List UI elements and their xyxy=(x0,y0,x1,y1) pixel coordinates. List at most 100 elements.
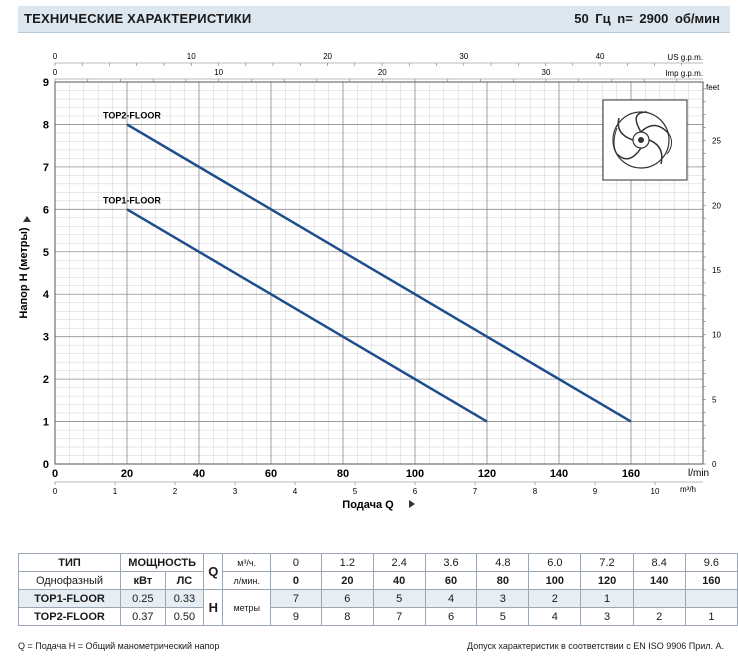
x-tick-label-lmin: 140 xyxy=(550,468,568,480)
q-l-6: 120 xyxy=(580,571,634,590)
q-l-8: 160 xyxy=(684,571,738,590)
hp-label: ЛС xyxy=(164,571,205,590)
h-label: H xyxy=(203,589,224,626)
spec-table: ТИП МОЩНОСТЬ Q м³/ч. 0 1.2 2.4 3.6 4.8 6… xyxy=(17,553,738,626)
row-name: TOP1-FLOOR xyxy=(17,589,122,608)
row-h xyxy=(632,589,686,608)
col-power: МОЩНОСТЬ xyxy=(120,553,205,572)
y-tick-label-feet: 25 xyxy=(712,137,721,146)
x-tick-label-m3h: 1 xyxy=(113,487,118,496)
q-m3-6: 7.2 xyxy=(580,553,634,572)
row-h: 4 xyxy=(528,607,582,626)
y-tick-label: 1 xyxy=(43,417,49,429)
row-name: TOP2-FLOOR xyxy=(17,607,122,626)
footer-legend: Q = Подача H = Общий манометрический нап… xyxy=(18,641,220,651)
h-unit: метры xyxy=(222,589,271,626)
y-tick-label-feet: 15 xyxy=(712,266,721,275)
footer-tolerance: Допуск характеристик в соответствии с EN… xyxy=(467,641,724,651)
series-label-top1-floor: TOP1-FLOOR xyxy=(103,195,161,205)
q-l-0: 0 xyxy=(270,571,322,590)
table-row: TOP2-FLOOR 0.37 0.50 9 8 7 6 5 4 3 2 1 xyxy=(17,607,738,626)
x-tick-label-m3h: 2 xyxy=(173,487,178,496)
chart-grid xyxy=(54,81,704,465)
row-h: 8 xyxy=(320,607,374,626)
row-kw: 0.25 xyxy=(120,589,166,608)
x-tick-label-lmin: 120 xyxy=(478,468,496,480)
x-tick-label-lmin: 20 xyxy=(121,468,133,480)
q-m3-4: 4.8 xyxy=(476,553,530,572)
y-tick-label-feet: 20 xyxy=(712,201,721,210)
kw-label: кВт xyxy=(120,571,166,590)
row-h: 2 xyxy=(528,589,582,608)
x-tick-label-m3h: 7 xyxy=(473,487,478,496)
y-tick-label: 6 xyxy=(43,204,49,216)
y-tick-label: 5 xyxy=(43,247,49,259)
q-m3-3: 3.6 xyxy=(424,553,478,572)
unit-lmin: l/min xyxy=(688,468,709,479)
x-tick-label-m3h: 9 xyxy=(593,487,598,496)
row-h: 3 xyxy=(476,589,530,608)
x-tick-label-impgpm: 20 xyxy=(378,68,387,77)
row-kw: 0.37 xyxy=(120,607,166,626)
speed-spec: 50 Гц n= 2900 об/мин xyxy=(574,11,720,26)
page-title: ТЕХНИЧЕСКИЕ ХАРАКТЕРИСТИКИ xyxy=(24,11,252,26)
impeller-icon xyxy=(602,99,688,181)
plot-frame xyxy=(54,81,704,465)
q-m3-2: 2.4 xyxy=(372,553,426,572)
row-h: 9 xyxy=(270,607,322,626)
x-tick-label-m3h: 5 xyxy=(353,487,358,496)
q-l-2: 40 xyxy=(372,571,426,590)
x-tick-label-usgpm: 30 xyxy=(459,52,468,61)
row-h: 2 xyxy=(632,607,686,626)
q-unit-l: л/мин. xyxy=(222,571,271,590)
x-axis-title: Подача Q xyxy=(342,499,394,511)
x-tick-label-m3h: 0 xyxy=(53,487,58,496)
x-tick-label-lmin: 60 xyxy=(265,468,277,480)
y-tick-label: 9 xyxy=(43,77,49,89)
x-tick-label-m3h: 3 xyxy=(233,487,238,496)
q-l-7: 140 xyxy=(632,571,686,590)
row-hp: 0.50 xyxy=(164,607,205,626)
q-m3-1: 1.2 xyxy=(320,553,374,572)
y-axis-arrow-icon xyxy=(23,216,31,222)
y-tick-label: 2 xyxy=(43,374,49,386)
series-label-top2-floor: TOP2-FLOOR xyxy=(103,110,161,120)
x-axis-arrow-icon xyxy=(409,500,415,508)
table-row: TOP1-FLOOR 0.25 0.33 H метры 7 6 5 4 3 2… xyxy=(17,589,738,626)
y-tick-label: 4 xyxy=(43,289,50,301)
series-line-top2-floor xyxy=(126,123,632,423)
y-tick-label-feet: 10 xyxy=(712,331,721,340)
header-bar: ТЕХНИЧЕСКИЕ ХАРАКТЕРИСТИКИ 50 Гц n= 2900… xyxy=(18,6,730,33)
col-type: ТИП xyxy=(17,553,122,572)
q-l-5: 100 xyxy=(528,571,582,590)
x-tick-label-lmin: 40 xyxy=(193,468,205,480)
q-m3-5: 6.0 xyxy=(528,553,582,572)
row-h: 6 xyxy=(320,589,374,608)
x-tick-label-m3h: 6 xyxy=(413,487,418,496)
q-l-4: 80 xyxy=(476,571,530,590)
x-tick-label-usgpm: 20 xyxy=(323,52,332,61)
q-m3-8: 9.6 xyxy=(684,553,738,572)
q-m3-7: 8.4 xyxy=(632,553,686,572)
unit-m3h: m³/h xyxy=(680,485,696,494)
phase-label: Однофазный xyxy=(17,571,122,590)
x-tick-label-usgpm: 10 xyxy=(187,52,196,61)
table-header-row: ТИП МОЩНОСТЬ Q м³/ч. 0 1.2 2.4 3.6 4.8 6… xyxy=(17,553,738,590)
x-tick-label-m3h: 10 xyxy=(651,487,660,496)
y-tick-label-feet: 5 xyxy=(712,395,717,404)
q-label: Q xyxy=(203,553,224,590)
x-tick-label-impgpm: 10 xyxy=(214,68,223,77)
row-h: 5 xyxy=(476,607,530,626)
row-h: 7 xyxy=(270,589,322,608)
q-l-1: 20 xyxy=(320,571,374,590)
unit-usgpm: US g.p.m. xyxy=(667,53,703,62)
row-hp: 0.33 xyxy=(164,589,205,608)
row-h: 5 xyxy=(372,589,426,608)
row-h: 3 xyxy=(580,607,634,626)
q-l-3: 60 xyxy=(424,571,478,590)
row-h: 6 xyxy=(424,607,478,626)
row-h xyxy=(684,589,738,608)
x-tick-label-lmin: 80 xyxy=(337,468,349,480)
y-tick-label-feet: 0 xyxy=(712,460,717,469)
